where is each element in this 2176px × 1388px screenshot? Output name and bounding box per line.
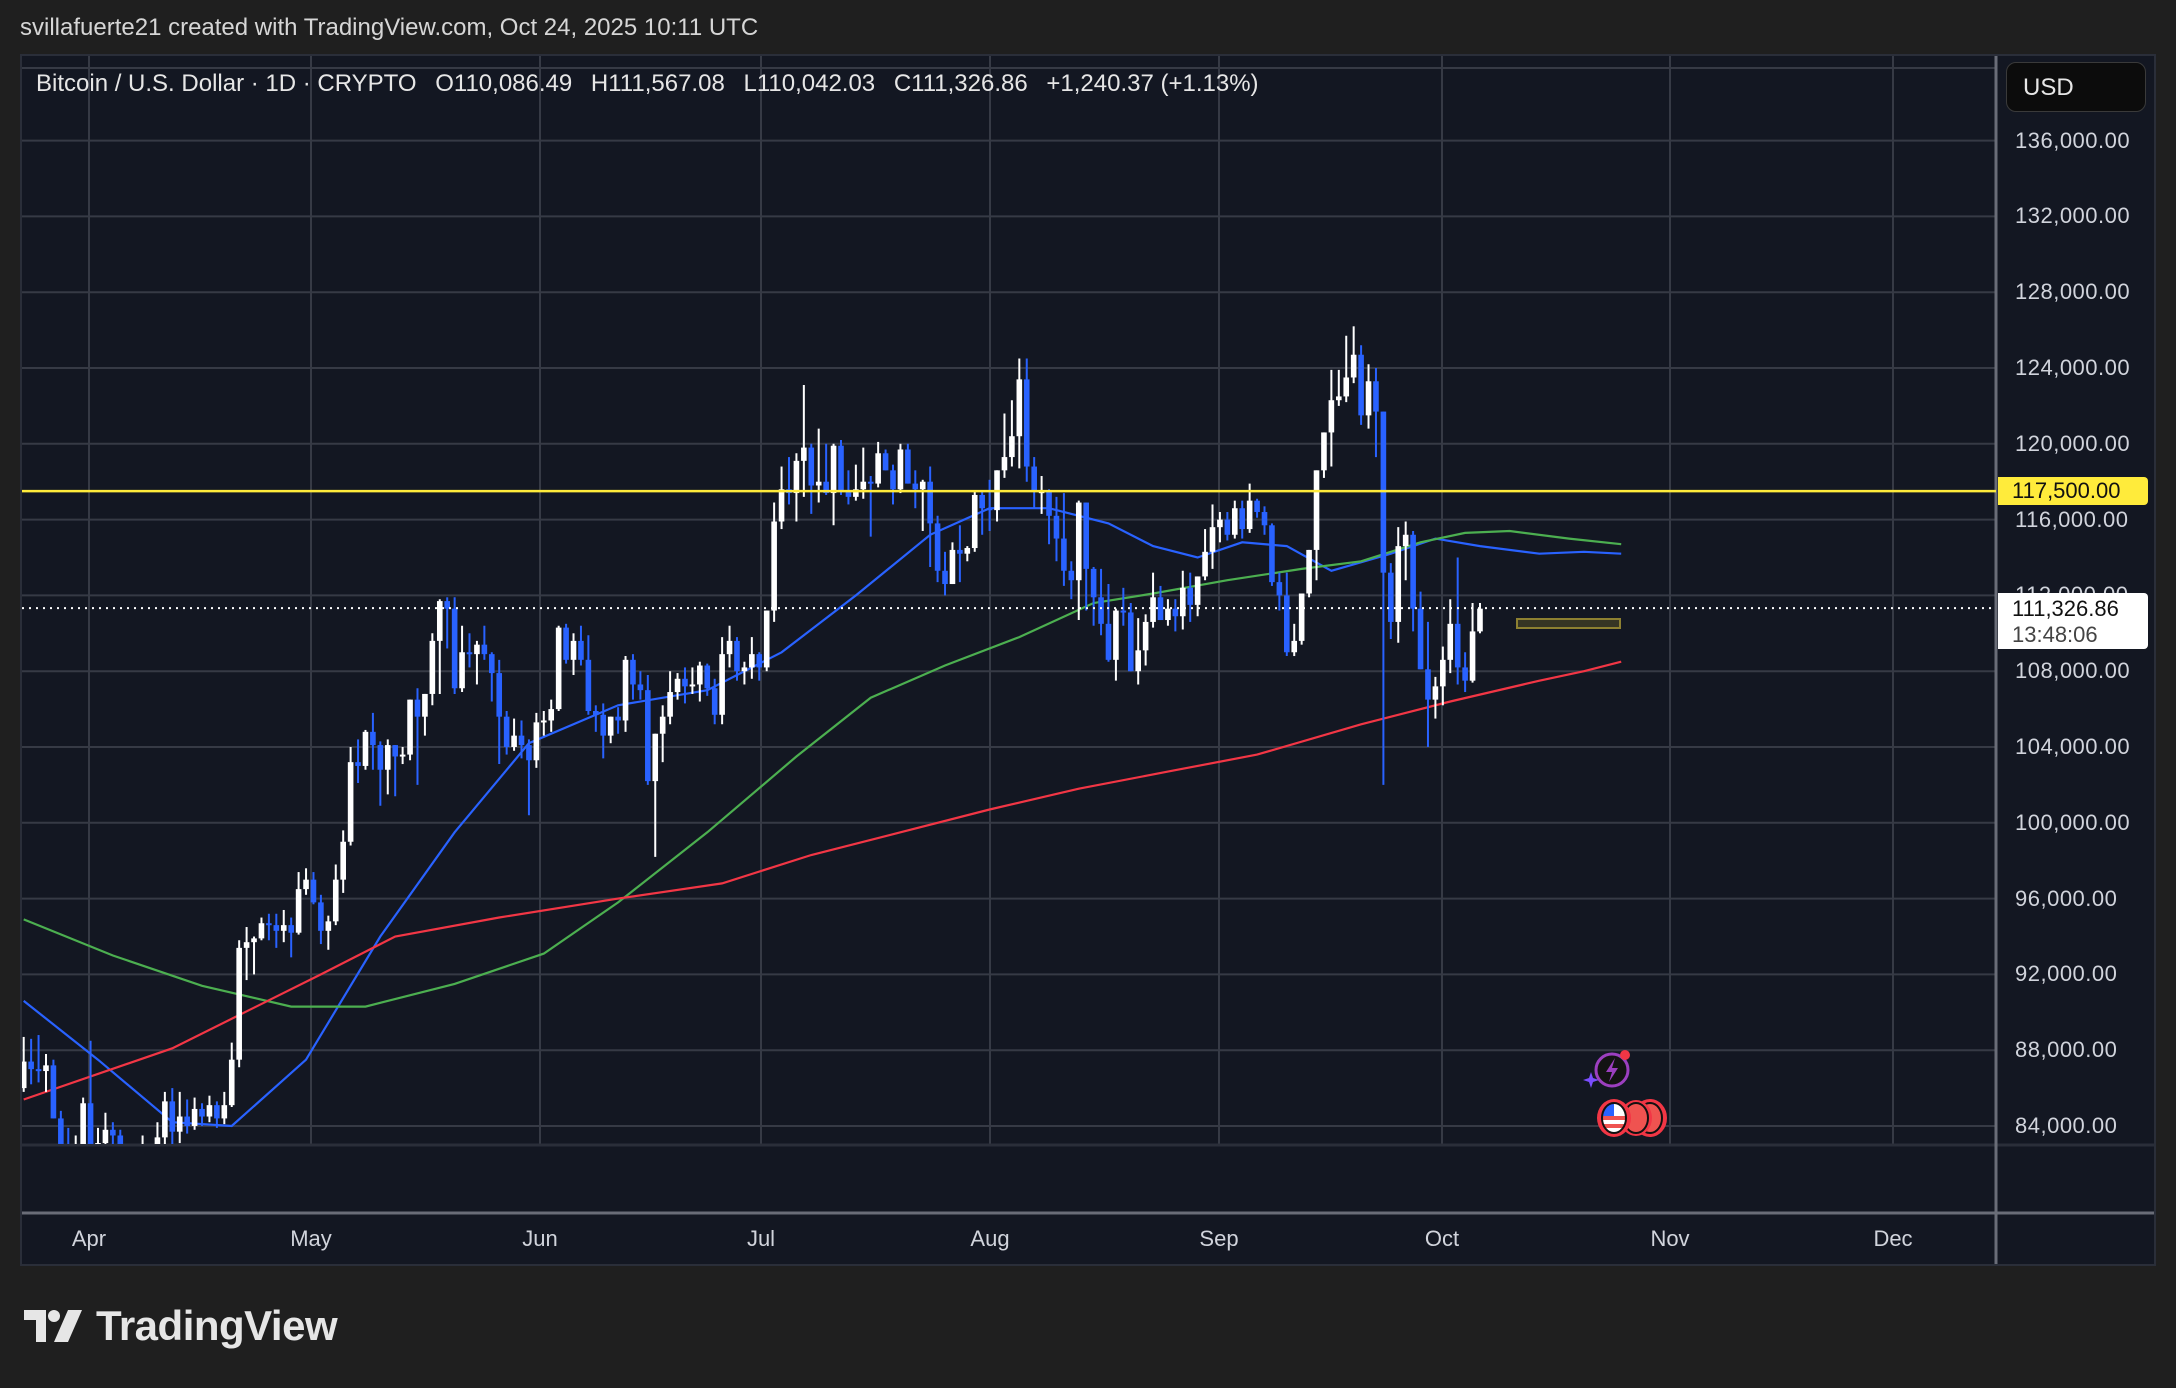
logo-text: TradingView bbox=[96, 1302, 338, 1349]
time-tick-label: Jun bbox=[522, 1226, 558, 1251]
price-tick-label: 96,000.00 bbox=[2015, 885, 2118, 911]
price-tick-label: 136,000.00 bbox=[2015, 127, 2131, 153]
last-price-value: 111,326.86 bbox=[2012, 596, 2119, 621]
tradingview-logo-icon bbox=[24, 1310, 82, 1342]
time-tick-label: Oct bbox=[1424, 1226, 1460, 1251]
time-tick-label: Aug bbox=[970, 1226, 1010, 1251]
price-tick-label: 88,000.00 bbox=[2015, 1037, 2118, 1063]
price-tick-label: 116,000.00 bbox=[2015, 506, 2129, 532]
symbol-label[interactable]: Bitcoin / U.S. Dollar · 1D · CRYPTO bbox=[36, 70, 417, 97]
last-price-tag: 111,326.86 13:48:06 bbox=[1998, 593, 2148, 649]
time-tick-label: Jul bbox=[746, 1226, 776, 1251]
time-tick-label: Sep bbox=[1199, 1226, 1239, 1251]
chart-legend: Bitcoin / U.S. Dollar · 1D · CRYPTO O110… bbox=[36, 70, 1271, 98]
bar-countdown: 13:48:06 bbox=[2012, 622, 2098, 647]
tradingview-logo[interactable]: TradingView bbox=[24, 1302, 338, 1350]
price-tick-label: 104,000.00 bbox=[2015, 734, 2131, 759]
price-tick-label: 108,000.00 bbox=[2015, 658, 2131, 684]
currency-button[interactable]: USD bbox=[2006, 62, 2146, 112]
time-tick-label: Nov bbox=[1650, 1226, 1690, 1251]
time-tick-label: Apr bbox=[71, 1226, 107, 1251]
price-tick-label: 120,000.00 bbox=[2015, 430, 2131, 456]
close-value: C111,326.86 bbox=[893, 70, 1028, 97]
chart-panel bbox=[20, 54, 2156, 1266]
price-tick-label: 92,000.00 bbox=[2015, 961, 2118, 987]
time-tick-label: May bbox=[290, 1226, 332, 1251]
price-tick-label: 84,000.00 bbox=[2015, 1113, 2118, 1138]
us-flag-events-icon[interactable] bbox=[1590, 1098, 1672, 1140]
change-value: +1,240.37 (+1.13%) bbox=[1046, 70, 1259, 97]
time-tick-label: Dec bbox=[1873, 1226, 1913, 1251]
price-tick-label: 128,000.00 bbox=[2015, 279, 2131, 305]
price-tick-label: 132,000.00 bbox=[2015, 203, 2131, 229]
level-price-tag: 117,500.00 bbox=[1998, 477, 2148, 505]
attribution-text: svillafuerte21 created with TradingView.… bbox=[20, 14, 759, 41]
price-tick-label: 100,000.00 bbox=[2015, 809, 2131, 835]
high-value: H111,567.08 bbox=[590, 70, 725, 97]
price-tick-label: 124,000.00 bbox=[2015, 355, 2131, 380]
lightning-event-icon[interactable] bbox=[1582, 1046, 1634, 1092]
open-value: O110,086.49 bbox=[435, 70, 573, 97]
low-value: L110,042.03 bbox=[743, 70, 876, 97]
